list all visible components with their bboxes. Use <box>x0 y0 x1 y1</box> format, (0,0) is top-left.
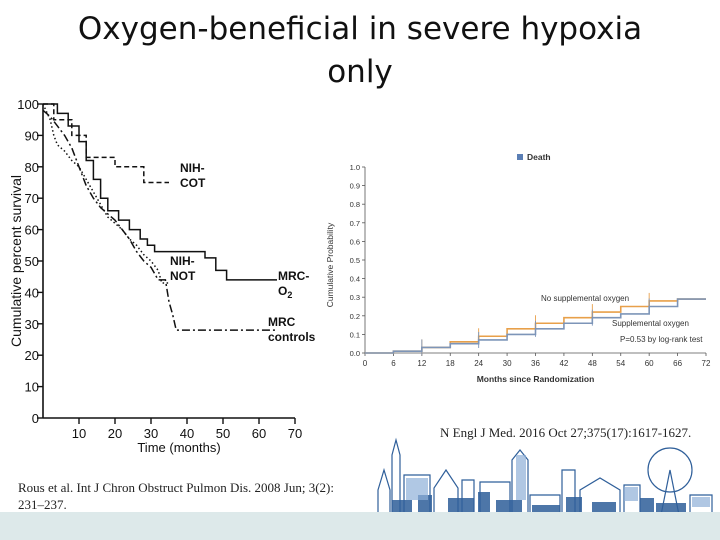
right-x-tick-label: 6 <box>391 359 396 368</box>
right-y-tick-label: 0.3 <box>350 293 360 302</box>
left-series-label-line1: MRC <box>268 315 296 329</box>
left-y-tick-label: 70 <box>25 191 39 206</box>
left-x-tick-label: 70 <box>288 426 302 441</box>
left-y-tick-label: 90 <box>25 128 39 143</box>
left-series-label-line2: controls <box>268 330 316 344</box>
left-x-tick-label: 40 <box>180 426 194 441</box>
left-series-label-line1: NIH- <box>170 254 195 268</box>
skyline-light-buildings <box>406 455 710 507</box>
right-x-tick-label: 30 <box>503 359 512 368</box>
right-x-tick-label: 0 <box>363 359 368 368</box>
right-y-axis-label: Cumulative Probability <box>325 222 335 307</box>
left-y-tick-label: 30 <box>25 317 39 332</box>
left-x-tick-label: 50 <box>216 426 230 441</box>
left-series-label-line1: NIH- <box>180 161 205 175</box>
right-series-label-oxygen: Supplemental oxygen <box>612 319 689 328</box>
right-x-tick-label: 60 <box>645 359 654 368</box>
right-x-tick-label: 54 <box>616 359 625 368</box>
right-x-tick-label: 66 <box>673 359 682 368</box>
right-series-label-no-oxygen: No supplemental oxygen <box>541 294 629 303</box>
right-y-tick-label: 0.2 <box>350 312 360 321</box>
right-x-tick-label: 42 <box>559 359 568 368</box>
right-y-tick-label: 0.9 <box>350 182 360 191</box>
left-x-tick-label: 60 <box>252 426 266 441</box>
right-legend-label: Death <box>527 152 551 162</box>
left-y-axis-label: Cumulative percent survival <box>8 175 24 347</box>
right-x-tick-label: 12 <box>417 359 426 368</box>
left-series-line-mrc-controls <box>42 109 277 331</box>
left-y-tick-label: 50 <box>25 254 39 269</box>
left-series-line-mrc-o2 <box>43 103 277 281</box>
right-legend-marker <box>517 154 523 160</box>
right-x-axis-label: Months since Randomization <box>477 374 595 384</box>
right-y-tick-label: 0.4 <box>350 275 360 284</box>
footer-band <box>0 512 720 540</box>
slide-title: Oxygen-beneficial in severe hypoxia only <box>0 8 720 94</box>
left-y-tick-label: 80 <box>25 160 39 175</box>
left-x-tick-label: 30 <box>144 426 158 441</box>
right-x-tick-label: 24 <box>474 359 483 368</box>
left-series-label-line2: NOT <box>170 269 196 283</box>
citation-nejm: N Engl J Med. 2016 Oct 27;375(17):1617-1… <box>440 425 692 440</box>
right-x-tick-label: 18 <box>446 359 455 368</box>
left-y-tick-label: 20 <box>25 348 39 363</box>
left-series-label-line2: COT <box>180 176 206 190</box>
left-y-tick-label: 0 <box>32 411 39 426</box>
left-y-tick-label: 10 <box>25 380 39 395</box>
right-y-tick-label: 1.0 <box>350 163 360 172</box>
left-series-label-line1: MRC- <box>278 269 309 283</box>
left-x-axis-label: Time (months) <box>137 440 220 455</box>
citation-rous: Rous et al. Int J Chron Obstruct Pulmon … <box>18 480 334 512</box>
right-y-tick-label: 0.8 <box>350 200 360 209</box>
right-y-tick-label: 0.0 <box>350 349 360 358</box>
right-y-tick-label: 0.5 <box>350 256 360 265</box>
right-y-tick-label: 0.7 <box>350 219 360 228</box>
left-x-tick-label: 20 <box>108 426 122 441</box>
right-x-tick-label: 72 <box>702 359 711 368</box>
right-y-tick-label: 0.6 <box>350 237 360 246</box>
right-x-tick-label: 36 <box>531 359 540 368</box>
right-y-tick-label: 0.1 <box>350 330 360 339</box>
left-series-label-subscript: 2 <box>287 290 292 300</box>
slide-title-line2: only <box>327 54 393 90</box>
left-y-tick-label: 60 <box>25 223 39 238</box>
right-x-tick-label: 48 <box>588 359 597 368</box>
slide-title-line1: Oxygen-beneficial in severe hypoxia <box>77 11 643 47</box>
left-x-tick-label: 10 <box>72 426 86 441</box>
left-y-tick-label: 100 <box>17 97 39 112</box>
right-annotation-pvalue: P=0.53 by log-rank test <box>620 335 703 344</box>
left-y-tick-label: 40 <box>25 285 39 300</box>
